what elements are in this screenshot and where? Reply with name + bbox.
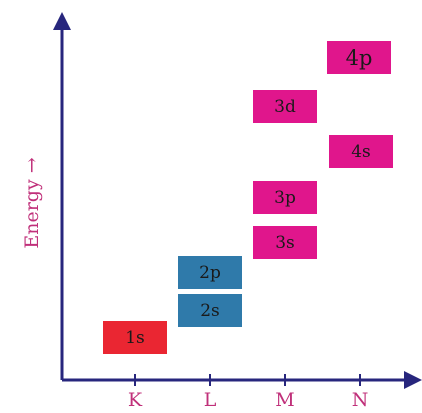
orbital-4s: 4s <box>329 135 393 168</box>
shell-label-K: K <box>127 389 143 411</box>
x-axis-arrow <box>404 371 422 389</box>
orbital-3d: 3d <box>253 90 317 123</box>
orbital-1s: 1s <box>103 321 167 354</box>
orbital-2s: 2s <box>178 294 242 327</box>
orbital-4p: 4p <box>327 41 391 74</box>
orbital-3s: 3s <box>253 226 317 259</box>
orbital-3p: 3p <box>253 181 317 214</box>
y-axis-label: Energy → <box>21 157 43 249</box>
shell-label-M: M <box>275 389 295 411</box>
y-axis-arrow <box>53 12 71 30</box>
shell-label-L: L <box>203 389 217 411</box>
shell-label-N: N <box>351 389 369 411</box>
orbital-2p: 2p <box>178 256 242 289</box>
